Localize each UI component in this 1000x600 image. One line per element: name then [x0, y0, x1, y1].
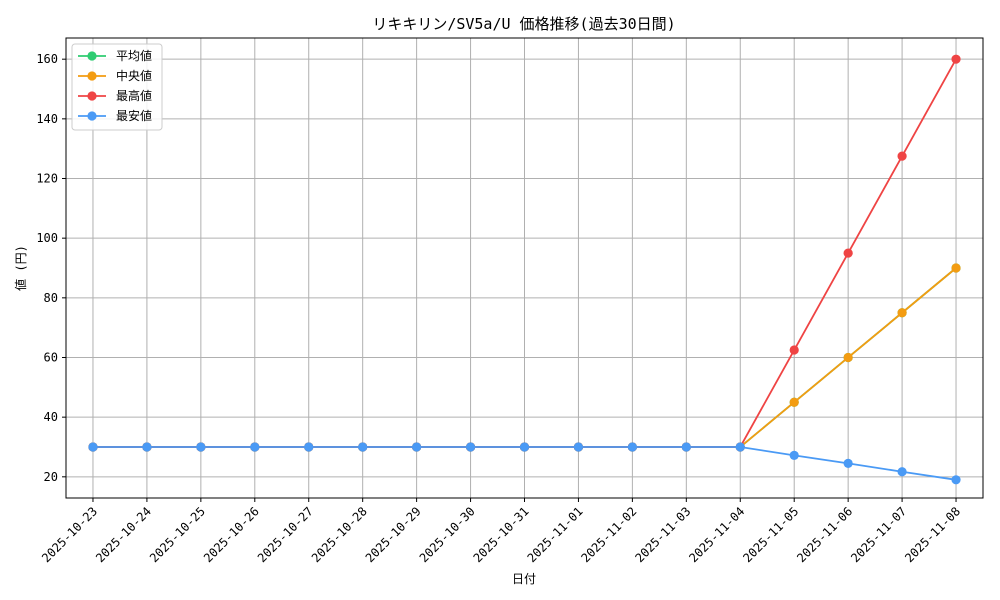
data-point	[843, 248, 853, 258]
y-tick-label: 20	[44, 470, 58, 484]
data-point	[843, 458, 853, 468]
x-tick-label: 2025-11-04	[686, 504, 747, 565]
grid	[66, 38, 983, 498]
legend-label: 平均値	[116, 48, 152, 63]
legend-marker	[87, 51, 97, 61]
y-tick-label: 60	[44, 350, 58, 364]
data-point	[843, 352, 853, 363]
data-point	[573, 442, 584, 452]
data-point	[412, 442, 422, 452]
data-point	[789, 345, 799, 355]
chart-title: リキキリン/SV5a/U 価格推移(過去30日間)	[372, 15, 675, 33]
legend-item: 中央値	[78, 68, 152, 83]
data-point	[897, 151, 907, 161]
x-axis-label: 日付	[512, 572, 536, 586]
legend-label: 最安値	[116, 108, 152, 123]
data-point	[735, 442, 745, 452]
x-tick-label: 2025-10-26	[201, 504, 262, 565]
legend-item: 最安値	[78, 108, 152, 123]
x-tick-label: 2025-10-27	[255, 504, 316, 565]
legend-item: 最高値	[78, 88, 152, 103]
y-axis: 20 40 60 80 100 120 140 160	[36, 52, 66, 484]
x-tick-label: 2025-11-03	[632, 504, 693, 565]
x-tick-label: 2025-10-29	[363, 504, 424, 565]
x-tick-label: 2025-10-30	[417, 504, 478, 565]
legend-marker	[87, 91, 97, 101]
data-point	[519, 442, 530, 452]
x-tick-label: 2025-10-25	[147, 504, 208, 565]
x-tick-label: 2025-10-31	[471, 504, 532, 565]
data-point	[789, 397, 799, 407]
data-point	[789, 450, 799, 460]
y-tick-label: 80	[44, 291, 58, 305]
data-point	[250, 442, 260, 452]
legend-box	[71, 43, 163, 131]
data-point	[897, 467, 907, 477]
data-point	[951, 54, 961, 64]
x-tick-label: 2025-11-01	[525, 504, 586, 565]
legend-label: 最高値	[116, 88, 152, 103]
data-point	[897, 308, 907, 318]
data-point	[951, 475, 961, 485]
x-tick-label: 2025-11-08	[902, 504, 963, 565]
x-tick-label: 2025-10-24	[93, 504, 154, 565]
data-point	[951, 263, 961, 273]
x-tick-label: 2025-11-05	[740, 504, 801, 565]
x-axis: 2025-10-232025-10-242025-10-252025-10-26…	[39, 498, 963, 565]
legend-marker	[87, 111, 97, 121]
data-point	[196, 442, 206, 452]
x-tick-label: 2025-10-28	[309, 504, 370, 565]
data-point	[142, 442, 152, 452]
x-tick-label: 2025-11-07	[848, 504, 909, 565]
legend-marker	[87, 71, 97, 81]
y-tick-label: 100	[36, 231, 58, 245]
x-tick-label: 2025-11-02	[579, 504, 640, 565]
series-layer	[88, 54, 961, 485]
y-axis-label: 値 (円)	[13, 245, 28, 291]
y-tick-label: 140	[36, 112, 58, 126]
data-point	[304, 442, 314, 452]
x-tick-label: 2025-11-06	[794, 504, 855, 565]
y-tick-label: 160	[36, 52, 58, 66]
data-point	[627, 442, 637, 452]
data-point	[358, 442, 368, 452]
series-3	[88, 442, 961, 485]
data-point	[465, 442, 476, 452]
y-tick-label: 40	[44, 410, 58, 424]
data-point	[88, 442, 98, 452]
x-tick-label: 2025-10-23	[39, 504, 100, 565]
legend-label: 中央値	[116, 68, 152, 83]
y-tick-label: 120	[36, 172, 58, 186]
legend-item: 平均値	[78, 48, 152, 63]
data-point	[681, 442, 691, 452]
